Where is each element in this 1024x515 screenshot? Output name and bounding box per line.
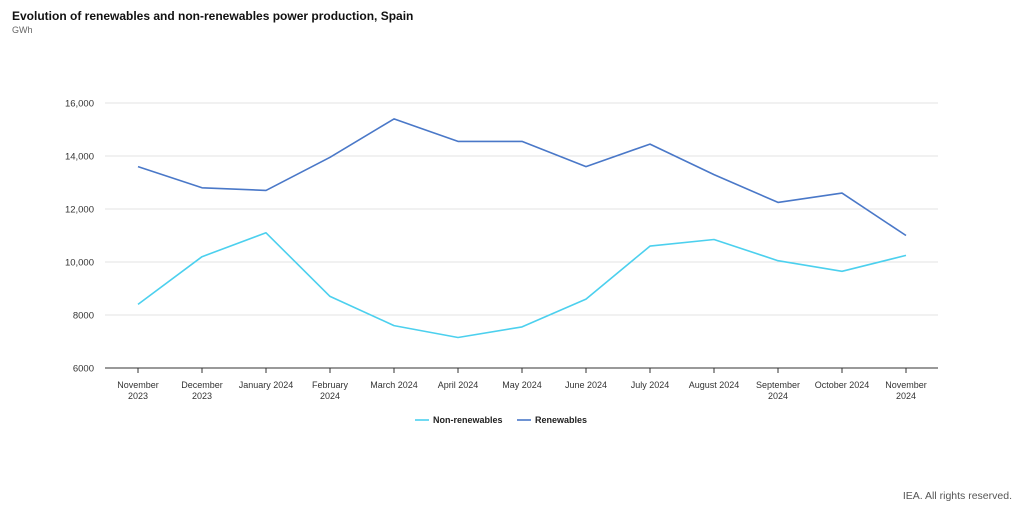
x-tick-label: March 2024 [370,380,418,390]
x-tick-label: February 2024 [312,380,349,401]
x-tick-label: August 2024 [689,380,740,390]
y-tick-label: 10,000 [65,258,94,269]
series-line-renewables [137,118,907,237]
x-tick-label: October 2024 [815,380,870,390]
legend: Non-renewables Renewables [415,415,587,425]
x-tick-label: November 2024 [885,380,927,401]
y-axis-ticks: 6000 8000 10,000 12,000 14,000 16,000 [65,99,94,375]
legend-label: Non-renewables [433,415,503,425]
y-tick-label: 14,000 [65,152,94,163]
x-tick-label: April 2024 [438,380,479,390]
y-tick-label: 6000 [73,364,94,375]
x-tick-label: November 2023 [117,380,159,401]
chart-unit: GWh [12,25,33,35]
x-tick-label: December 2023 [181,380,223,401]
y-tick-label: 16,000 [65,99,94,110]
series-lines [137,118,907,339]
grid-lines [105,102,938,369]
x-tick-label: June 2024 [565,380,607,390]
y-tick-label: 8000 [73,311,94,322]
series-line-non-renewables [137,232,907,339]
x-tick-label: September 2024 [756,380,800,401]
credit-text: IEA. All rights reserved. [902,490,1012,502]
x-axis-ticks: November 2023 December 2023 January 2024 Febr… [117,368,927,401]
x-tick-label: July 2024 [631,380,670,390]
x-tick-label: May 2024 [502,380,542,390]
x-tick-label: January 2024 [239,380,294,390]
legend-label: Renewables [535,415,587,425]
y-tick-label: 12,000 [65,205,94,216]
chart-title: Evolution of renewables and non-renewabl… [12,9,414,23]
